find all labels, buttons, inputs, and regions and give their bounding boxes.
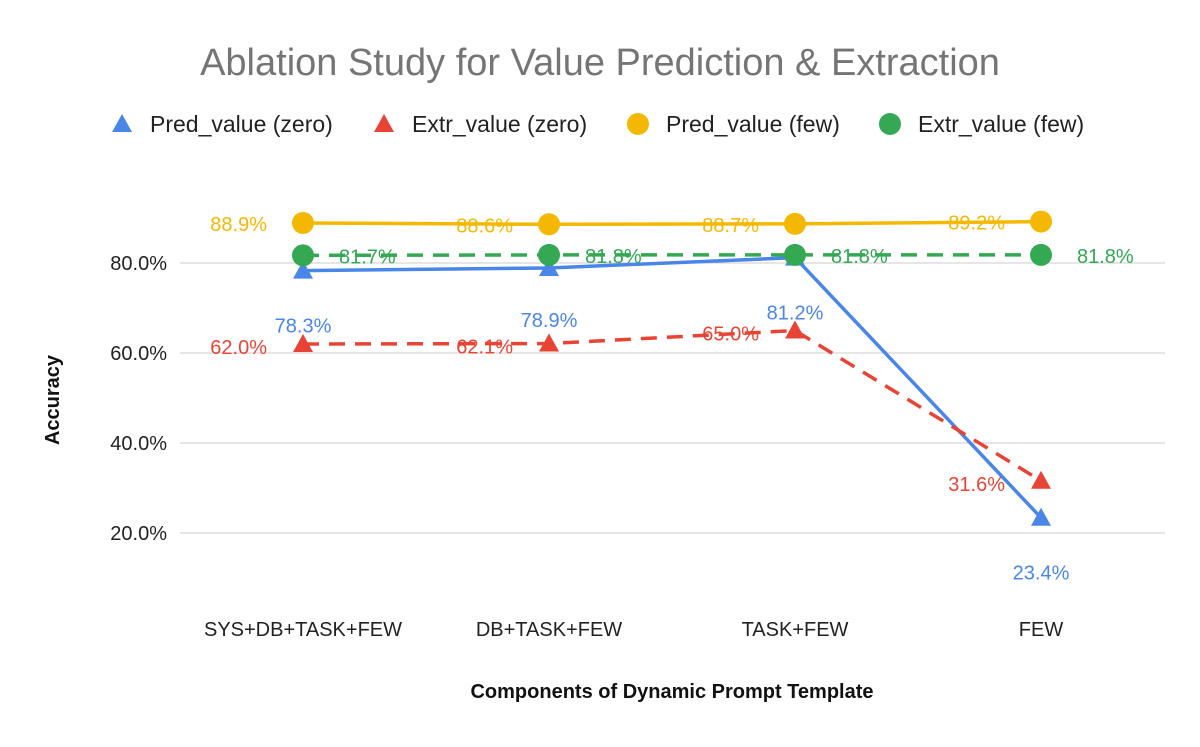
data-point bbox=[292, 244, 314, 266]
legend-item-pred-value-zero: Pred_value (zero) bbox=[112, 111, 333, 137]
series-line bbox=[303, 222, 1041, 225]
data-point bbox=[538, 213, 560, 235]
data-label: 81.7% bbox=[339, 246, 396, 268]
legend-item-extr-value-few: Extr_value (few) bbox=[879, 111, 1084, 137]
y-tick-label: 60.0% bbox=[110, 343, 167, 365]
legend-marker bbox=[112, 114, 132, 132]
legend: Pred_value (zero) Extr_value (zero) Pred_v… bbox=[112, 111, 1084, 137]
data-point bbox=[292, 212, 314, 234]
data-label: 78.3% bbox=[275, 316, 332, 338]
data-label: 62.1% bbox=[456, 337, 513, 359]
data-label: 23.4% bbox=[1013, 563, 1070, 585]
data-point bbox=[784, 244, 806, 266]
y-axis-title: Accuracy bbox=[42, 354, 64, 445]
series-line bbox=[303, 258, 1041, 518]
y-tick-label: 20.0% bbox=[110, 523, 167, 545]
data-label: 88.7% bbox=[702, 215, 759, 237]
x-axis-title: Components of Dynamic Prompt Template bbox=[470, 681, 873, 703]
data-label: 62.0% bbox=[210, 337, 267, 359]
data-label: 31.6% bbox=[948, 474, 1005, 496]
data-label: 81.8% bbox=[585, 246, 642, 268]
series-extr-value-zero bbox=[293, 321, 1051, 489]
x-tick-label: TASK+FEW bbox=[742, 619, 849, 641]
series-pred-value-zero bbox=[293, 248, 1051, 526]
legend-label: Extr_value (zero) bbox=[412, 111, 587, 137]
data-label: 81.8% bbox=[831, 246, 888, 268]
series-lines bbox=[292, 211, 1052, 526]
x-tick-label: FEW bbox=[1019, 619, 1064, 641]
legend-label: Extr_value (few) bbox=[918, 111, 1084, 137]
legend-marker bbox=[879, 113, 901, 135]
data-label: 81.2% bbox=[767, 303, 824, 325]
data-label: 78.9% bbox=[521, 310, 578, 332]
data-label: 89.2% bbox=[948, 213, 1005, 235]
data-point bbox=[1030, 244, 1052, 266]
data-point bbox=[1030, 211, 1052, 233]
legend-label: Pred_value (zero) bbox=[150, 111, 333, 137]
x-axis-ticks: SYS+DB+TASK+FEW DB+TASK+FEW TASK+FEW FEW bbox=[204, 619, 1063, 641]
data-label: 88.9% bbox=[210, 214, 267, 236]
series-pred-value-few bbox=[292, 211, 1052, 236]
data-point bbox=[538, 244, 560, 266]
legend-marker bbox=[374, 114, 394, 132]
legend-item-pred-value-few: Pred_value (few) bbox=[627, 111, 840, 137]
y-tick-label: 40.0% bbox=[110, 433, 167, 455]
legend-label: Pred_value (few) bbox=[666, 111, 840, 137]
data-point bbox=[784, 213, 806, 235]
legend-marker bbox=[627, 113, 649, 135]
x-tick-label: DB+TASK+FEW bbox=[476, 619, 622, 641]
data-label: 81.8% bbox=[1077, 246, 1134, 268]
data-label: 65.0% bbox=[702, 324, 759, 346]
y-axis-ticks: 20.0% 40.0% 60.0% 80.0% bbox=[110, 253, 167, 545]
y-tick-label: 80.0% bbox=[110, 253, 167, 275]
data-label: 88.6% bbox=[456, 215, 513, 237]
data-point bbox=[1031, 471, 1051, 489]
chart-title: Ablation Study for Value Prediction & Ex… bbox=[200, 42, 1000, 84]
legend-item-extr-value-zero: Extr_value (zero) bbox=[374, 111, 587, 137]
x-tick-label: SYS+DB+TASK+FEW bbox=[204, 619, 402, 641]
